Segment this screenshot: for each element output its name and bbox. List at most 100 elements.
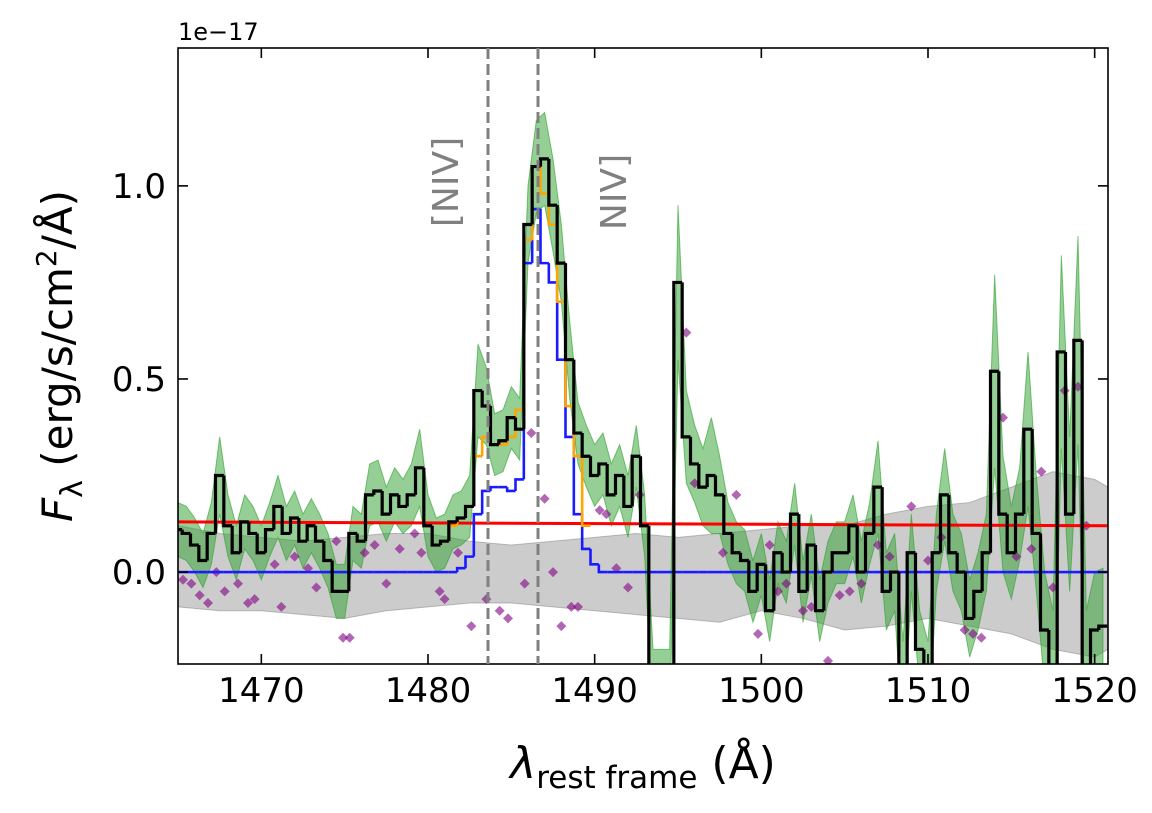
- spectrum-step: [680, 282, 691, 439]
- spectrum-step: [638, 456, 649, 528]
- residual-point: [434, 586, 445, 597]
- spectrum-step: [463, 504, 474, 519]
- residual-point: [494, 605, 505, 616]
- residual-point: [611, 563, 622, 574]
- residual-point: [731, 489, 742, 500]
- spectrum-step: [347, 531, 358, 592]
- y-tick-label: 1.0: [112, 167, 166, 207]
- x-tick-label: 1490: [551, 671, 638, 711]
- residual-point: [681, 327, 692, 338]
- residual-point: [503, 613, 513, 624]
- residual-point: [968, 628, 978, 639]
- spectrum-step: [247, 521, 258, 536]
- spectrum-step: [430, 525, 441, 547]
- y-label-tail: /Å): [32, 190, 82, 249]
- residual-point: [243, 597, 253, 608]
- spectrum-step: [372, 489, 383, 495]
- error-band: [178, 111, 1104, 664]
- residual-point: [311, 582, 322, 593]
- spectrum-step: [538, 157, 549, 167]
- spectrum-step: [222, 475, 233, 528]
- residual-point: [526, 428, 537, 439]
- spectrum-step: [863, 531, 874, 573]
- spectrum-step: [272, 504, 283, 530]
- spectrum-step: [805, 543, 816, 592]
- residual-point: [764, 540, 775, 551]
- spectrum-step: [388, 493, 399, 515]
- spectrum-step: [738, 552, 749, 563]
- spectrum-step: [539, 166, 549, 195]
- spectrum-step: [1038, 533, 1049, 632]
- spectrum-step: [547, 158, 558, 207]
- spectrum-step: [622, 475, 633, 509]
- x-tick-label: 1500: [718, 671, 805, 711]
- residual-point: [203, 597, 213, 608]
- residual-point: [359, 547, 370, 558]
- residual-point: [873, 540, 883, 551]
- spectrum-step: [1030, 429, 1041, 536]
- residual-point: [1073, 381, 1083, 392]
- spectrum-step: [797, 514, 808, 593]
- residual-point: [594, 505, 605, 516]
- y-axis-label: Fλ (erg/s/cm2/Å): [30, 190, 90, 522]
- spectrum-step: [1097, 624, 1108, 631]
- spectrum-step: [505, 487, 516, 493]
- residual-point: [556, 621, 567, 632]
- spectrum-step: [872, 485, 883, 534]
- x-label-subscript: rest frame: [536, 760, 697, 796]
- spectrum-step: [280, 506, 291, 536]
- residual-point: [519, 578, 530, 589]
- spectrum-step: [630, 454, 641, 507]
- spectrum-step: [597, 564, 608, 574]
- spectrum-step: [188, 533, 199, 547]
- residual-point: [233, 578, 243, 589]
- spectrum-step: [730, 533, 741, 555]
- y-label-text: (erg/s/cm: [33, 267, 82, 480]
- spectrum-step: [980, 551, 991, 592]
- spectrum-step: [597, 462, 608, 476]
- residual-point: [573, 601, 583, 612]
- x-label-symbol: λ: [508, 738, 536, 789]
- spectrum-step: [397, 494, 408, 509]
- spectrum-step: [464, 555, 474, 569]
- spectrum-step: [963, 572, 974, 621]
- y-label-subscript: λ: [55, 480, 90, 498]
- spectrum-step: [589, 548, 599, 566]
- spectrum-step: [997, 371, 1008, 516]
- spectrum-step: [505, 416, 516, 441]
- spectrum-step: [1013, 512, 1024, 553]
- spectrum-step: [313, 525, 324, 543]
- residual-point: [834, 590, 845, 601]
- spectrum-step: [772, 551, 783, 611]
- spectrum-step: [822, 570, 833, 611]
- residual-point: [369, 540, 380, 551]
- residual-point: [844, 586, 855, 597]
- residual-point: [289, 551, 300, 562]
- residual-point: [276, 601, 287, 612]
- residual-point: [394, 543, 405, 554]
- spectrum-step: [563, 263, 574, 362]
- residual-point: [806, 601, 817, 612]
- residual-point: [1036, 466, 1047, 477]
- spectrum-step: [922, 649, 926, 664]
- line-label: [NIV]: [426, 137, 467, 227]
- y-label-symbol: F: [33, 497, 82, 522]
- spectrum-step: [572, 359, 583, 435]
- spectrum-step: [722, 494, 733, 536]
- spectrum-step: [897, 572, 901, 664]
- spectrum-step: [747, 560, 758, 593]
- spectrum-step: [755, 562, 766, 592]
- residual-point: [884, 551, 895, 562]
- y-tick-label: 0.0: [112, 553, 166, 593]
- x-label-text: (Å): [697, 736, 775, 789]
- spectrum-step: [705, 473, 716, 488]
- x-axis-label: λrest frame (Å): [508, 736, 776, 796]
- residual-point: [548, 567, 558, 578]
- residual-point: [998, 412, 1008, 423]
- residual-point: [1026, 543, 1037, 554]
- spectrum-step: [413, 466, 424, 495]
- spectrum-step: [497, 439, 508, 445]
- x-tick-label: 1520: [1051, 671, 1138, 711]
- residual-point: [439, 594, 450, 605]
